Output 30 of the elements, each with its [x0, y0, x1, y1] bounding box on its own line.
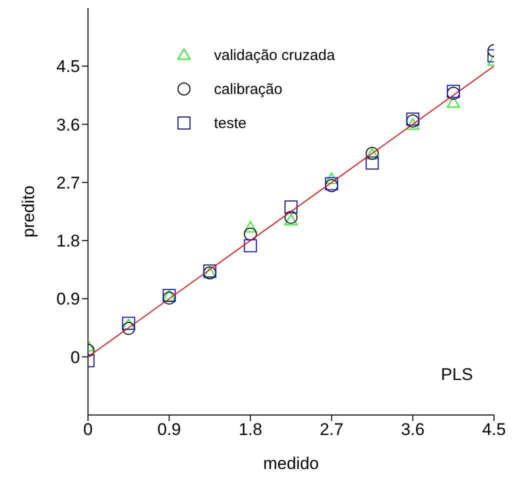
point	[244, 221, 257, 232]
point	[244, 228, 257, 241]
legend-label: teste	[214, 114, 247, 132]
point	[325, 172, 338, 184]
annotation: PLS	[440, 365, 473, 385]
x-tick-label: 0.9	[157, 420, 182, 440]
point	[122, 322, 136, 335]
x-axis-title: medido	[263, 454, 319, 473]
x-tick-label: 3.6	[400, 420, 425, 440]
point	[366, 156, 379, 170]
y-tick-label: 3.6	[56, 115, 80, 134]
point	[284, 210, 298, 224]
legend-label: calibração	[214, 80, 282, 98]
point	[446, 96, 460, 108]
y-tick-label: 1.8	[56, 232, 80, 251]
x-tick-label: 2.7	[320, 420, 344, 440]
y-tick-label: 0	[70, 348, 80, 367]
y-axis-title: predito	[19, 186, 38, 238]
x-tick-label: 4.5	[482, 420, 506, 440]
x-tick-label: 0	[83, 420, 93, 440]
point	[284, 200, 298, 214]
point	[244, 239, 257, 252]
legend-label: validação cruzada	[214, 46, 335, 64]
point	[162, 292, 176, 305]
y-tick-label: 2.7	[56, 173, 80, 192]
x-tick-label: 1.8	[238, 420, 262, 440]
y-tick-label: 0.9	[56, 290, 80, 309]
point	[406, 118, 420, 130]
point	[284, 214, 298, 226]
y-tick-label: 4.5	[56, 57, 80, 76]
